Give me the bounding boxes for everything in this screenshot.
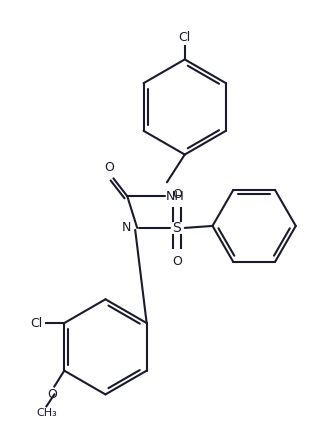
Text: O: O — [172, 255, 182, 268]
Text: O: O — [172, 188, 182, 201]
Text: N: N — [122, 221, 131, 235]
Text: Cl: Cl — [30, 317, 43, 330]
Text: O: O — [105, 161, 114, 174]
Text: NH: NH — [165, 190, 184, 203]
Text: O: O — [48, 388, 57, 402]
Text: Cl: Cl — [179, 31, 191, 44]
Text: S: S — [172, 221, 181, 235]
Text: CH₃: CH₃ — [36, 408, 57, 418]
